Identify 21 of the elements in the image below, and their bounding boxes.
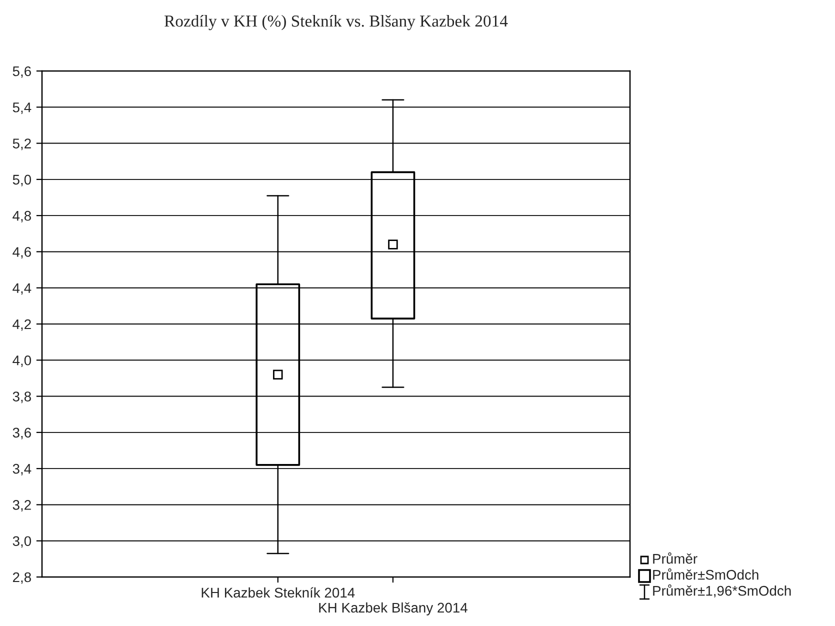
y-tick-label: 5,6 bbox=[12, 66, 31, 78]
x-tick-label: KH Kazbek Blšany 2014 bbox=[319, 602, 468, 616]
y-tick-label: 4,2 bbox=[12, 319, 31, 331]
text: Průměr bbox=[653, 552, 698, 564]
y-tick-label: 3,4 bbox=[12, 464, 32, 476]
x-tick-label: KH Kazbek Stekník 2014 bbox=[202, 587, 355, 598]
y-tick-label: 3,0 bbox=[12, 536, 32, 548]
text: Průměr±SmOdch bbox=[653, 568, 758, 580]
y-tick-label: 5,4 bbox=[12, 102, 32, 114]
y-tick-label: 4,6 bbox=[12, 247, 31, 259]
y-tick-label: 2,8 bbox=[12, 572, 31, 584]
y-tick-label: 5,0 bbox=[12, 174, 32, 186]
y-tick-label: 4,0 bbox=[12, 355, 32, 367]
y-tick-label: 4,4 bbox=[12, 283, 32, 295]
y-tick-label: 5,2 bbox=[12, 138, 31, 150]
y-tick-label: 4,8 bbox=[12, 210, 31, 222]
y-tick-label: 3,2 bbox=[12, 500, 31, 512]
y-tick-label: 3,6 bbox=[12, 428, 31, 440]
text: Průměr±1,96*SmOdch bbox=[653, 584, 791, 598]
y-tick-label: 3,8 bbox=[12, 392, 31, 404]
chart-title: Rozdíly v KH (%) Stekník vs. Blšany Kazbek 2014 bbox=[164, 14, 508, 30]
